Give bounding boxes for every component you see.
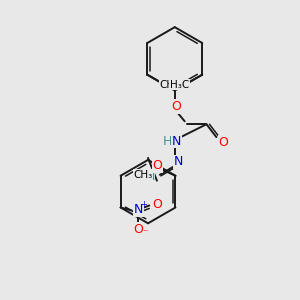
Text: CH₃: CH₃ [160, 80, 179, 90]
Text: N: N [174, 155, 183, 168]
Text: H: H [163, 135, 172, 148]
Text: ⁻: ⁻ [142, 228, 148, 238]
Text: N: N [172, 135, 182, 148]
Text: +: + [140, 200, 147, 209]
Text: H: H [145, 170, 155, 183]
Text: O: O [152, 198, 162, 211]
Text: O: O [218, 136, 228, 148]
Text: CH₃: CH₃ [133, 170, 152, 180]
Text: O: O [153, 159, 163, 172]
Text: O: O [134, 223, 143, 236]
Text: H₃C: H₃C [170, 80, 189, 90]
Text: O: O [171, 100, 181, 113]
Text: N: N [134, 203, 143, 216]
